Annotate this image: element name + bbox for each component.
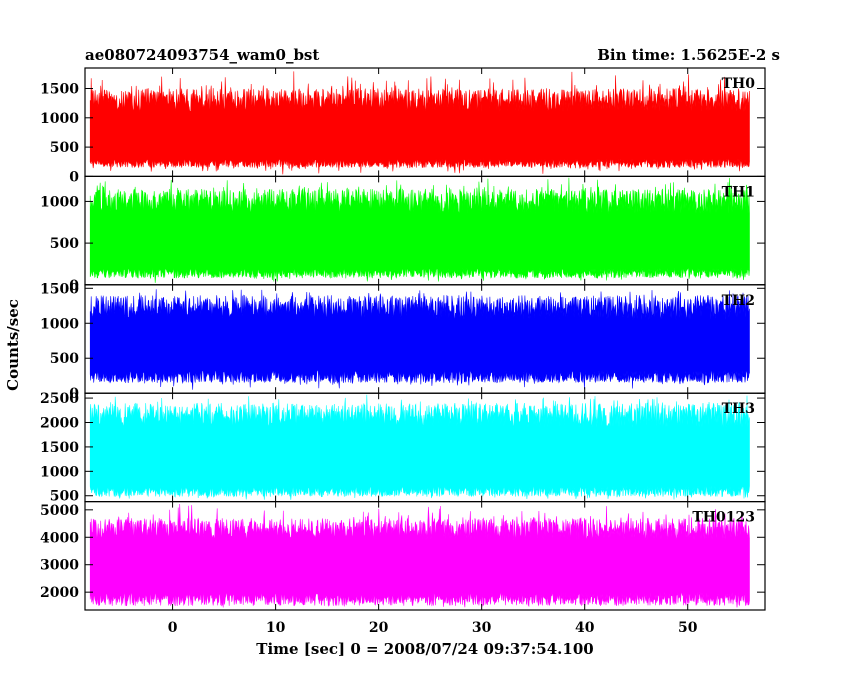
panel-label: TH3 xyxy=(722,401,755,417)
x-tick-label: 30 xyxy=(472,620,492,636)
y-tick-label: 0 xyxy=(69,169,79,185)
y-tick-label: 0 xyxy=(69,278,79,294)
y-tick-label: 1500 xyxy=(40,440,79,456)
series-th2 xyxy=(89,289,750,390)
y-tick-label: 4000 xyxy=(40,530,79,546)
y-tick-label: 0 xyxy=(69,386,79,402)
chart-title: ae080724093754_wam0_bst xyxy=(85,46,319,64)
x-tick-label: 40 xyxy=(575,620,595,636)
y-tick-label: 5000 xyxy=(40,503,79,519)
y-tick-label: 1500 xyxy=(40,281,79,297)
panel-th2: 0 500 1000 1500 TH2 xyxy=(40,281,766,402)
y-tick-label: 1000 xyxy=(40,316,79,332)
panel-th1: 0 500 1000 TH1 xyxy=(40,175,766,294)
panel-th0123: 2000 3000 4000 5000 TH0123 xyxy=(40,501,766,611)
panel-th0: 0 500 1000 1500 TH0 xyxy=(40,67,766,185)
series-th0123 xyxy=(89,503,750,608)
panel-label: TH0123 xyxy=(692,510,755,526)
y-tick-label: 2000 xyxy=(40,585,79,601)
x-axis-label: Time [sec] 0 = 2008/07/24 09:37:54.100 xyxy=(256,640,593,658)
panel-frame xyxy=(84,501,766,611)
y-tick-label: 500 xyxy=(50,140,79,156)
panel-label: TH1 xyxy=(722,184,755,200)
x-tick-label: 0 xyxy=(168,620,178,636)
x-tick-label: 20 xyxy=(369,620,389,636)
y-tick-label: 500 xyxy=(50,351,79,367)
y-tick-label: 2500 xyxy=(40,391,79,407)
y-tick-label: 500 xyxy=(50,489,79,505)
y-tick-label: 2000 xyxy=(40,415,79,431)
y-tick-label: 1000 xyxy=(40,464,79,480)
x-axis: 0 10 20 30 40 50 xyxy=(168,620,698,636)
series-th0 xyxy=(89,71,750,175)
y-tick-label: 1000 xyxy=(40,111,79,127)
x-tick-label: 50 xyxy=(678,620,698,636)
y-tick-label: 500 xyxy=(50,236,79,252)
x-tick-label: 10 xyxy=(266,620,286,636)
panels-group: 0 500 1000 1500 TH0 0 500 1000 TH1 0 500 1000 1500 TH… xyxy=(40,67,766,611)
panel-label: TH0 xyxy=(722,76,756,92)
y-tick-label: 1000 xyxy=(40,194,79,210)
chart-subtitle: Bin time: 1.5625E-2 s xyxy=(597,46,780,64)
panel-label: TH2 xyxy=(722,293,755,309)
y-axis-label: Counts/sec xyxy=(4,299,22,391)
panel-th3: 500 1000 1500 2000 2500 TH3 xyxy=(40,391,766,505)
series-th1 xyxy=(89,177,750,283)
y-tick-label: 3000 xyxy=(40,558,79,574)
series-th3 xyxy=(89,394,750,500)
y-tick-label: 1500 xyxy=(40,82,79,98)
